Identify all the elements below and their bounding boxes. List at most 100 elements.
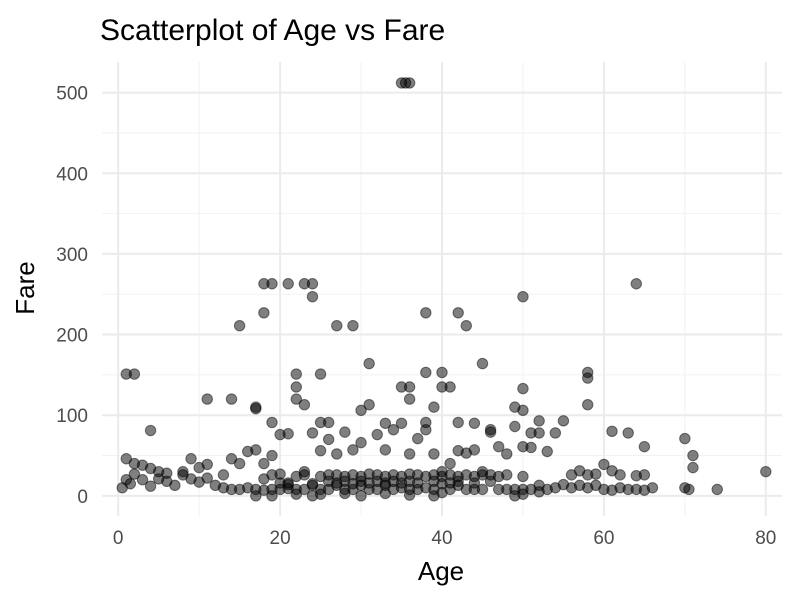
- x-tick-label: 80: [755, 528, 776, 549]
- data-point: [298, 399, 311, 411]
- data-point: [306, 427, 319, 439]
- data-point: [638, 469, 651, 481]
- data-point: [582, 372, 594, 384]
- data-point: [290, 393, 302, 405]
- data-point: [298, 469, 311, 481]
- y-tick-label: 400: [56, 164, 88, 185]
- data-point: [282, 278, 294, 290]
- data-point: [225, 393, 238, 405]
- y-axis: 0 100 200 300 400 500: [56, 84, 88, 508]
- data-point: [630, 278, 642, 290]
- x-tick-label: 40: [431, 528, 452, 549]
- data-point: [355, 490, 367, 502]
- data-point: [339, 426, 351, 438]
- data-point: [322, 433, 335, 446]
- chart-title: Scatterplot of Age vs Fare: [100, 14, 445, 47]
- data-point: [582, 399, 594, 411]
- data-point: [412, 477, 424, 489]
- x-axis-title: Age: [418, 556, 464, 586]
- data-point: [128, 368, 141, 380]
- data-point: [331, 319, 343, 332]
- data-point: [517, 470, 529, 483]
- data-point: [282, 428, 294, 440]
- data-point: [306, 278, 319, 290]
- y-tick-label: 300: [56, 245, 88, 266]
- data-point: [606, 425, 618, 438]
- data-point: [468, 477, 481, 489]
- x-tick-label: 0: [113, 528, 124, 549]
- data-point: [258, 307, 270, 319]
- data-point: [379, 487, 392, 500]
- data-point: [452, 307, 464, 319]
- data-point: [683, 483, 695, 496]
- data-point: [428, 401, 440, 413]
- data-point: [314, 368, 327, 380]
- y-tick-label: 500: [56, 84, 88, 105]
- data-point: [387, 424, 400, 436]
- data-point: [233, 319, 246, 332]
- data-point: [492, 440, 505, 453]
- data-point: [403, 381, 416, 393]
- data-point: [614, 469, 626, 481]
- data-point: [517, 488, 529, 500]
- data-point: [517, 290, 529, 303]
- data-point: [452, 475, 464, 488]
- data-point: [144, 480, 157, 492]
- y-tick-label: 200: [56, 326, 88, 347]
- data-point: [258, 457, 270, 470]
- data-point: [711, 483, 723, 496]
- data-point: [476, 357, 489, 370]
- x-tick-label: 20: [270, 528, 291, 549]
- data-point: [322, 416, 335, 429]
- data-point: [452, 416, 464, 429]
- data-point: [760, 465, 772, 478]
- x-axis: 0 20 40 60 80: [113, 528, 776, 549]
- data-point: [444, 381, 456, 393]
- data-point: [266, 278, 278, 290]
- data-point: [517, 404, 529, 417]
- data-point: [403, 489, 416, 501]
- grid: [102, 62, 782, 516]
- data-point: [201, 458, 213, 471]
- data-point: [339, 487, 351, 500]
- data-point: [266, 416, 278, 429]
- data-points: [116, 77, 772, 502]
- data-point: [399, 77, 412, 89]
- data-point: [266, 449, 278, 462]
- data-point: [533, 486, 545, 498]
- data-point: [201, 393, 213, 405]
- data-point: [533, 415, 545, 427]
- data-point: [420, 307, 432, 319]
- data-point: [501, 448, 513, 460]
- data-point: [314, 444, 327, 457]
- y-tick-label: 0: [77, 487, 88, 508]
- data-point: [420, 424, 432, 436]
- data-point: [282, 477, 294, 489]
- data-point: [306, 290, 319, 303]
- data-point: [201, 472, 213, 484]
- data-point: [638, 484, 651, 496]
- data-point: [622, 427, 634, 439]
- data-point: [169, 479, 181, 492]
- data-point: [517, 382, 529, 395]
- data-point: [144, 424, 157, 437]
- data-point: [428, 448, 440, 460]
- data-point: [363, 399, 375, 411]
- data-point: [266, 490, 278, 502]
- data-point: [525, 441, 537, 454]
- data-point: [444, 457, 456, 470]
- data-point: [403, 448, 416, 460]
- data-point: [331, 448, 343, 460]
- data-point: [549, 427, 562, 439]
- data-point: [598, 458, 610, 471]
- data-point: [484, 475, 497, 488]
- data-point: [460, 319, 472, 332]
- data-point: [290, 368, 302, 380]
- data-point: [557, 415, 570, 427]
- data-point: [687, 461, 699, 474]
- data-point: [233, 457, 246, 470]
- data-point: [347, 444, 359, 456]
- data-point: [541, 445, 553, 458]
- data-point: [355, 404, 367, 417]
